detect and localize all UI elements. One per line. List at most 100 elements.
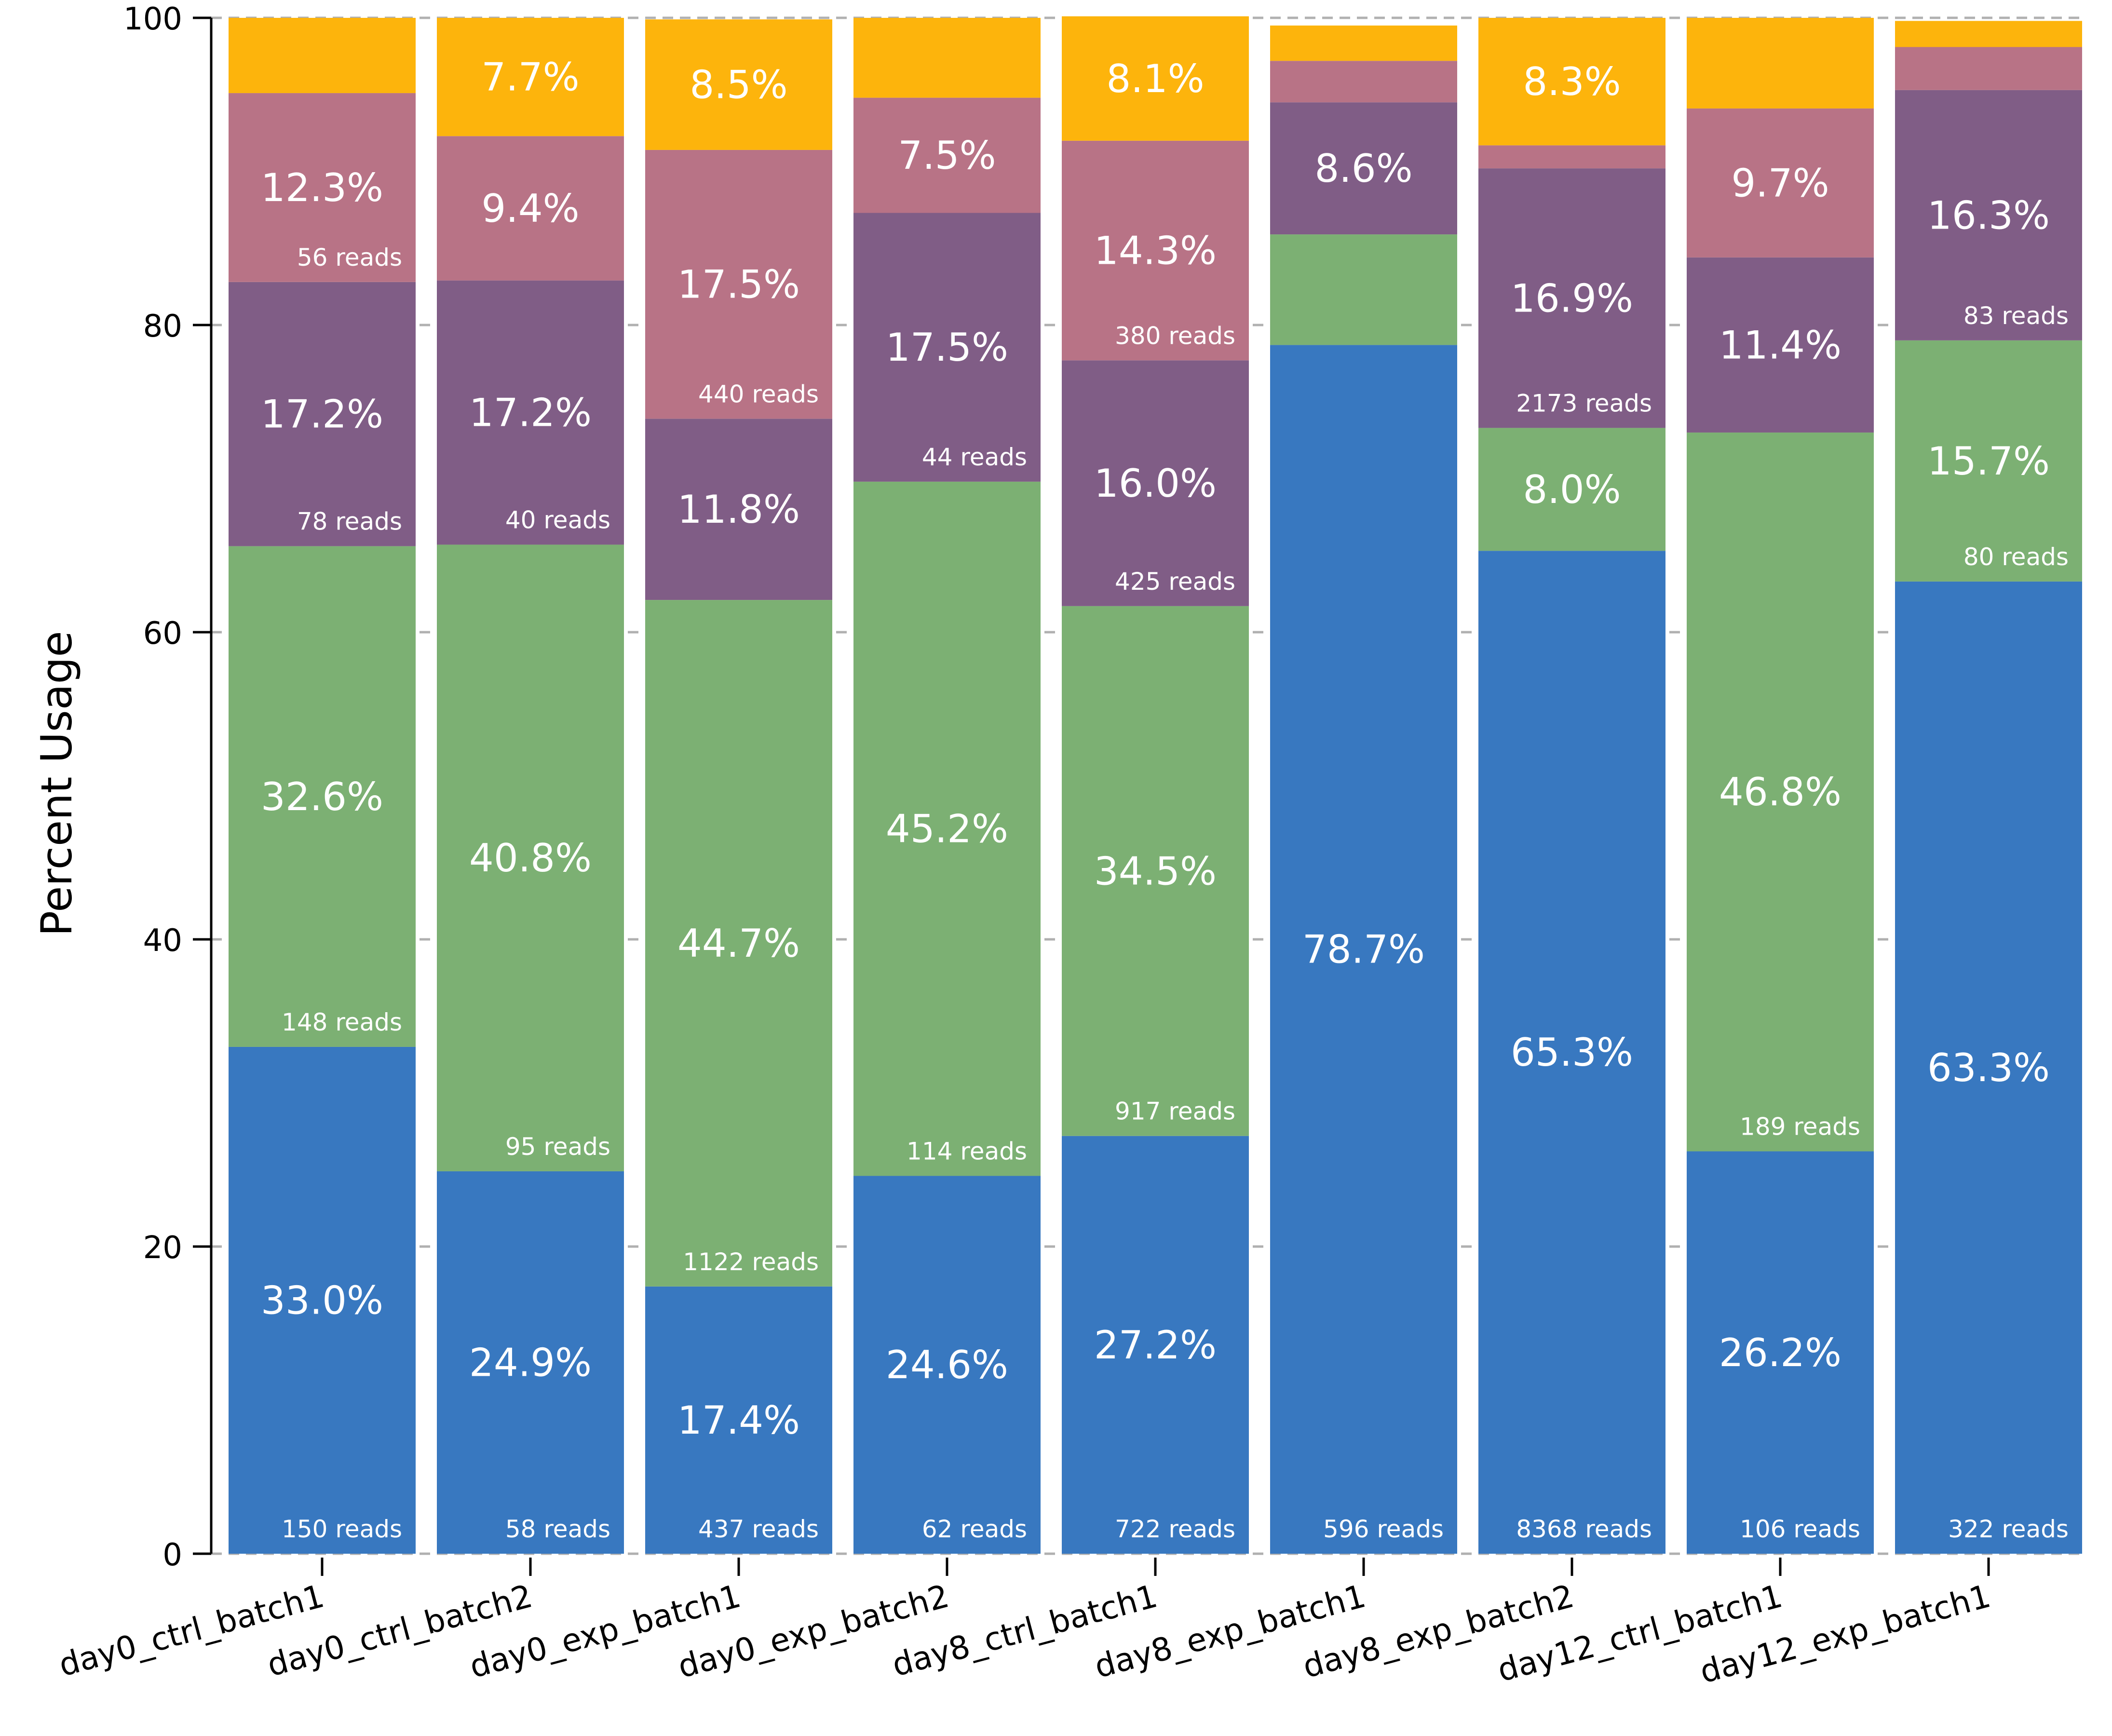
bar-segment (645, 19, 832, 150)
y-tick-label: 20 (143, 1230, 182, 1266)
bar-segment (1062, 1136, 1249, 1554)
percent-label: 78.7% (1302, 927, 1425, 972)
percent-label: 8.0% (1523, 467, 1621, 512)
bar-segment (1270, 102, 1457, 235)
bar-segment (645, 419, 832, 600)
segment-labels: 33.0% 150 reads 32.6% 148 reads 17.2% 78 read… (261, 55, 2069, 1543)
y-axis-label: Percent Usage (32, 631, 81, 936)
bar-segment (1895, 90, 2082, 340)
bar-segment (1062, 16, 1249, 141)
bar-segment (1478, 18, 1665, 146)
bar-segment (437, 1171, 624, 1554)
percent-label: 12.3% (261, 165, 383, 210)
reads-label: 62 reads (922, 1515, 1027, 1543)
bar-segment (1270, 25, 1457, 61)
reads-label: 44 reads (922, 443, 1027, 471)
y-tick-label: 100 (123, 1, 182, 37)
bar-segment (853, 97, 1041, 213)
percent-label: 8.3% (1523, 59, 1621, 104)
bars (229, 16, 2082, 1554)
bar-segment (1687, 18, 1874, 108)
bar-segment (1687, 257, 1874, 433)
percent-label: 9.4% (481, 186, 579, 231)
bar-segment (1062, 606, 1249, 1136)
percent-label: 34.5% (1094, 849, 1217, 894)
percent-label: 7.5% (898, 133, 996, 178)
percent-label: 32.6% (261, 774, 383, 819)
bar-segment (853, 213, 1041, 482)
percent-label: 63.3% (1927, 1045, 2050, 1090)
reads-label: 8368 reads (1516, 1515, 1652, 1543)
bar-segment (1687, 432, 1874, 1152)
bar-segment (229, 282, 416, 546)
reads-label: 322 reads (1948, 1515, 2069, 1543)
bar-segment (1895, 581, 2082, 1554)
bar-segment (1062, 360, 1249, 606)
y-tick-label: 0 (162, 1537, 182, 1573)
bar-segment (229, 1046, 416, 1554)
reads-label: 95 reads (505, 1133, 610, 1161)
percent-label: 17.5% (886, 325, 1008, 370)
percent-label: 24.6% (886, 1343, 1008, 1387)
reads-label: 148 reads (282, 1008, 402, 1036)
reads-label: 917 reads (1115, 1098, 1235, 1126)
percent-label: 33.0% (261, 1278, 383, 1323)
percent-label: 40.8% (469, 836, 592, 881)
reads-label: 83 reads (1963, 302, 2069, 330)
bar-segment (645, 149, 832, 419)
bar-segment (853, 1176, 1041, 1554)
percent-label: 44.7% (677, 921, 800, 966)
bar-segment (1270, 61, 1457, 103)
bar-segment (1478, 551, 1665, 1554)
bar-segment (1687, 108, 1874, 258)
bar-segment (1687, 1151, 1874, 1554)
percent-label: 15.7% (1927, 439, 2050, 484)
bar-segment (1270, 234, 1457, 345)
bar-segment (1062, 140, 1249, 361)
bar-segment (229, 546, 416, 1047)
bar-segment (1478, 168, 1665, 428)
percent-label: 26.2% (1719, 1330, 1841, 1375)
y-tick-label: 40 (143, 923, 182, 959)
percent-label: 14.3% (1094, 229, 1217, 273)
percent-label: 46.8% (1719, 770, 1841, 814)
bar-segment (645, 600, 832, 1287)
percent-label: 16.0% (1094, 461, 1217, 506)
reads-label: 189 reads (1740, 1113, 1860, 1141)
reads-label: 2173 reads (1516, 389, 1652, 417)
bar-segment (1895, 21, 2082, 47)
percent-label: 7.7% (481, 55, 579, 100)
reads-label: 150 reads (282, 1515, 402, 1543)
percent-label: 27.2% (1094, 1323, 1217, 1368)
percent-label: 9.7% (1731, 161, 1829, 205)
bar-segment (853, 481, 1041, 1176)
bar-segment (229, 93, 416, 282)
bar-segment (1478, 428, 1665, 551)
y-tick-label: 80 (143, 309, 182, 344)
reads-label: 80 reads (1963, 543, 2069, 571)
percent-label: 8.6% (1314, 146, 1412, 191)
bar-segment (1270, 345, 1457, 1554)
reads-label: 440 reads (698, 380, 819, 408)
percent-label: 16.3% (1927, 193, 2050, 238)
reads-label: 106 reads (1740, 1515, 1860, 1543)
percent-label: 8.1% (1106, 56, 1204, 101)
percent-label: 24.9% (469, 1340, 592, 1385)
percent-label: 45.2% (886, 807, 1008, 852)
bar-segment (1895, 340, 2082, 582)
bar-segment (1478, 145, 1665, 169)
reads-label: 596 reads (1323, 1515, 1444, 1543)
bar-segment (437, 136, 624, 281)
percent-label: 8.5% (690, 63, 787, 108)
bar-segment (437, 18, 624, 136)
bar-segment (437, 280, 624, 545)
bar-segment (645, 1286, 832, 1554)
reads-label: 78 reads (297, 508, 402, 536)
reads-label: 437 reads (698, 1515, 819, 1543)
y-tick-label: 60 (143, 616, 182, 651)
percent-label: 17.2% (469, 391, 592, 435)
reads-label: 722 reads (1115, 1515, 1235, 1543)
bar-segment (1895, 47, 2082, 90)
percent-label: 16.9% (1511, 276, 1633, 321)
